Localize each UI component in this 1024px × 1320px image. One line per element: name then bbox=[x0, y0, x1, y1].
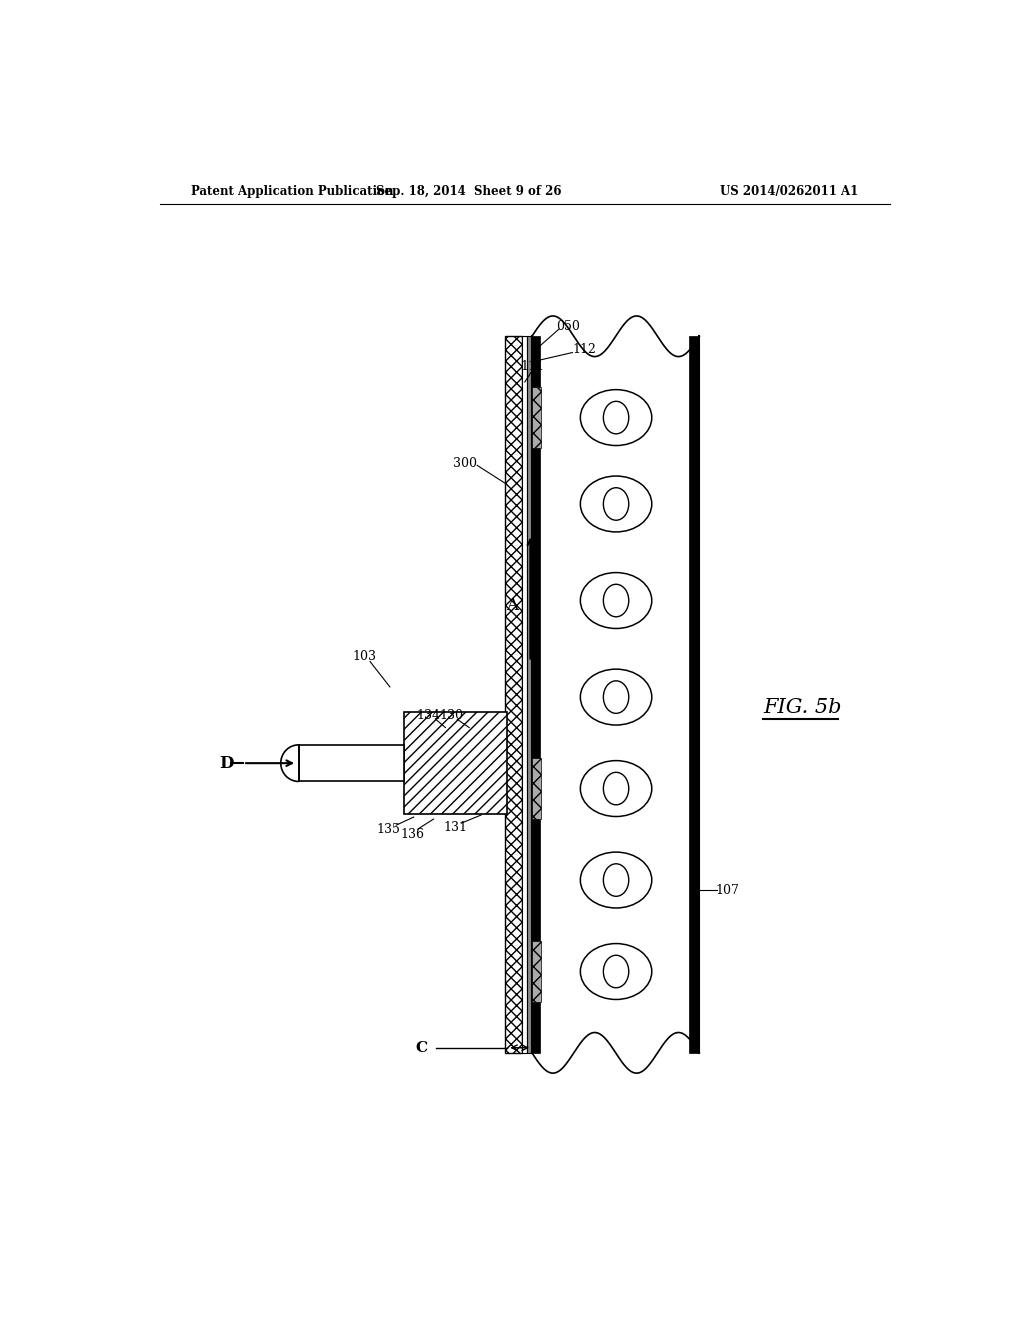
Text: 134: 134 bbox=[416, 709, 440, 722]
Text: 103: 103 bbox=[352, 649, 377, 663]
Circle shape bbox=[603, 585, 629, 616]
Ellipse shape bbox=[581, 760, 652, 817]
Text: 135: 135 bbox=[377, 822, 400, 836]
Polygon shape bbox=[404, 713, 507, 814]
Ellipse shape bbox=[581, 853, 652, 908]
Polygon shape bbox=[531, 758, 542, 818]
Text: 130: 130 bbox=[439, 709, 464, 722]
Circle shape bbox=[603, 401, 629, 434]
Polygon shape bbox=[531, 337, 540, 1053]
Polygon shape bbox=[531, 941, 542, 1002]
Circle shape bbox=[603, 487, 629, 520]
Polygon shape bbox=[299, 744, 404, 781]
Text: 131: 131 bbox=[443, 821, 468, 834]
Polygon shape bbox=[531, 387, 542, 447]
Text: 300: 300 bbox=[454, 457, 477, 470]
Ellipse shape bbox=[581, 389, 652, 446]
Text: Sep. 18, 2014  Sheet 9 of 26: Sep. 18, 2014 Sheet 9 of 26 bbox=[377, 185, 562, 198]
Polygon shape bbox=[540, 337, 689, 1053]
Text: A: A bbox=[507, 597, 518, 614]
Ellipse shape bbox=[581, 573, 652, 628]
Text: 112: 112 bbox=[572, 343, 596, 356]
Text: 050: 050 bbox=[556, 319, 581, 333]
Polygon shape bbox=[522, 337, 527, 1053]
Text: US 2014/0262011 A1: US 2014/0262011 A1 bbox=[720, 185, 858, 198]
Ellipse shape bbox=[581, 944, 652, 999]
Ellipse shape bbox=[581, 477, 652, 532]
Text: 107: 107 bbox=[715, 883, 739, 896]
Polygon shape bbox=[505, 337, 522, 1053]
Circle shape bbox=[603, 681, 629, 713]
Polygon shape bbox=[689, 337, 699, 1053]
Text: 136: 136 bbox=[400, 828, 424, 841]
Circle shape bbox=[603, 772, 629, 805]
Text: C: C bbox=[416, 1040, 428, 1055]
Polygon shape bbox=[527, 337, 531, 1053]
Text: FIG. 5b: FIG. 5b bbox=[763, 698, 842, 717]
Ellipse shape bbox=[581, 669, 652, 725]
Circle shape bbox=[603, 863, 629, 896]
Text: D: D bbox=[219, 755, 233, 772]
Text: 111: 111 bbox=[521, 360, 545, 374]
Text: Patent Application Publication: Patent Application Publication bbox=[191, 185, 394, 198]
Circle shape bbox=[603, 956, 629, 987]
